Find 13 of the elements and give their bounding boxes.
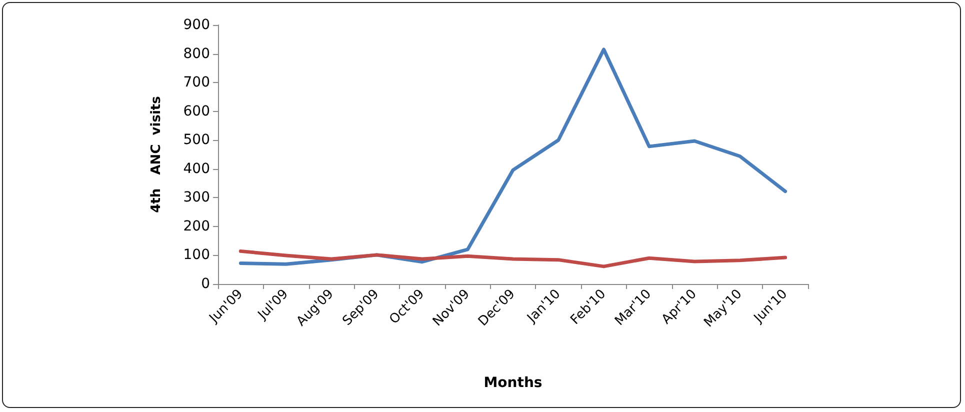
x-axis-title: Months: [484, 375, 542, 391]
y-tick-label: 400: [183, 160, 210, 177]
y-tick-label: 0: [201, 276, 210, 292]
y-tick-label: 200: [183, 218, 210, 234]
y-axis-title: 4th ANC visits: [149, 96, 164, 213]
y-tick-label: 300: [183, 190, 210, 206]
y-tick-label: 600: [183, 103, 210, 120]
y-tick-label: 700: [183, 74, 210, 91]
y-tick-label: 100: [183, 247, 210, 264]
y-tick-label: 900: [183, 17, 210, 33]
y-tick-label: 500: [183, 132, 210, 148]
line-series: [238, 249, 788, 268]
y-tick-label: 800: [183, 46, 210, 62]
